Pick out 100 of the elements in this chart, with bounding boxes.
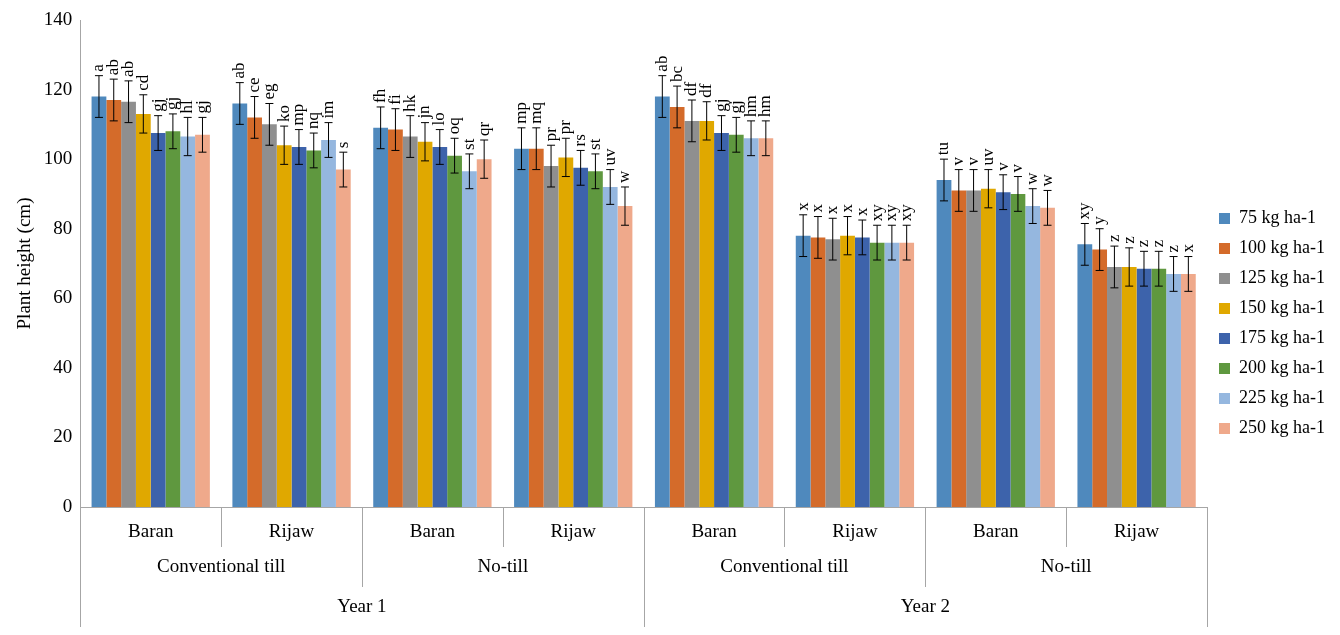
bar	[432, 146, 448, 507]
bar	[261, 124, 277, 507]
bar	[558, 157, 574, 507]
bar	[321, 140, 336, 507]
data-label: ab	[229, 62, 249, 79]
text: Year 2	[900, 594, 950, 616]
bar	[180, 136, 196, 507]
bar	[980, 188, 996, 507]
bar	[1025, 206, 1041, 507]
bar	[476, 159, 492, 507]
bar	[684, 120, 700, 507]
bar	[743, 138, 759, 507]
x-tick-label: Rijaw	[268, 520, 315, 542]
bar	[232, 103, 248, 507]
bar	[936, 180, 952, 507]
bar	[1151, 268, 1167, 507]
data-label: qr	[473, 121, 493, 137]
bar	[699, 120, 715, 507]
bar	[150, 133, 166, 507]
text: No-till	[477, 554, 529, 576]
y-tick-label: 140	[43, 7, 73, 29]
bar	[617, 206, 633, 507]
bar	[461, 171, 477, 507]
bar	[247, 117, 262, 507]
x-tick-label: Baran	[409, 520, 456, 542]
x-tick-label: Baran	[691, 520, 738, 542]
legend-label: 100 kg ha-1	[1239, 237, 1325, 258]
bar	[654, 96, 670, 507]
data-label: oq	[444, 116, 464, 135]
bar	[840, 235, 855, 507]
bar	[276, 145, 292, 507]
data-label: cd	[132, 74, 152, 91]
bar	[1121, 266, 1137, 507]
bar	[1180, 273, 1196, 507]
legend-label: 225 kg ha-1	[1239, 387, 1325, 408]
bar	[514, 148, 529, 507]
bar	[373, 127, 389, 507]
x-tick-label: Baran	[973, 520, 1019, 542]
data-label: uv	[599, 148, 619, 166]
bar	[1010, 193, 1026, 507]
bar	[1092, 249, 1108, 507]
bar	[121, 101, 136, 507]
data-label: gj	[191, 100, 211, 114]
y-tick-label: 20	[53, 425, 73, 447]
bar	[602, 186, 618, 507]
data-label: st	[458, 138, 478, 150]
legend-label: 200 kg ha-1	[1239, 357, 1325, 378]
bar	[573, 167, 589, 507]
data-label: tu	[933, 141, 953, 156]
bar	[951, 190, 967, 507]
bar	[543, 166, 559, 507]
bar	[825, 239, 841, 507]
bar	[1107, 266, 1122, 507]
data-label: ab	[651, 55, 671, 72]
x-tick-label: Rijaw	[550, 520, 597, 542]
bar	[669, 106, 685, 507]
y-tick-label: 100	[43, 147, 73, 169]
legend-label: 150 kg ha-1	[1239, 297, 1325, 318]
bar	[306, 150, 322, 507]
bar	[417, 141, 433, 507]
bar	[335, 169, 351, 507]
bar	[854, 237, 870, 507]
bar	[106, 100, 122, 507]
bar	[810, 237, 826, 507]
bar	[447, 155, 462, 507]
text: Conventional till	[720, 554, 849, 576]
y-tick-label: 60	[53, 286, 73, 308]
data-label: hm	[755, 95, 775, 117]
bar	[388, 129, 403, 507]
bar	[758, 138, 774, 507]
data-label: w	[614, 169, 634, 183]
data-label: ab	[118, 60, 138, 77]
y-tick-label: 40	[53, 355, 73, 377]
y-tick-label: 0	[62, 494, 73, 516]
y-axis-title: Plant height (cm)	[13, 197, 36, 330]
bar	[995, 192, 1011, 507]
bar	[135, 113, 151, 507]
bar	[714, 133, 729, 507]
data-label: df	[696, 83, 716, 98]
text: Year 1	[337, 594, 387, 616]
bar	[728, 134, 744, 507]
bar	[966, 190, 981, 507]
text: No-till	[1040, 554, 1092, 576]
bar	[165, 131, 181, 507]
bar	[588, 171, 603, 507]
bar	[1136, 268, 1152, 507]
x-tick-label: Baran	[128, 520, 174, 542]
bar	[1166, 273, 1181, 507]
legend-label: 175 kg ha-1	[1239, 327, 1325, 348]
legend-label: 75 kg ha-1	[1239, 207, 1316, 228]
legend-label: 250 kg ha-1	[1239, 417, 1325, 438]
bar	[884, 242, 900, 507]
x-tick-label: Rijaw	[1113, 520, 1160, 542]
bar	[795, 235, 811, 507]
bar	[402, 136, 418, 507]
bar	[899, 242, 915, 507]
bar	[1077, 244, 1093, 507]
bar	[869, 242, 885, 507]
bar	[1040, 207, 1055, 507]
bar	[528, 148, 544, 507]
